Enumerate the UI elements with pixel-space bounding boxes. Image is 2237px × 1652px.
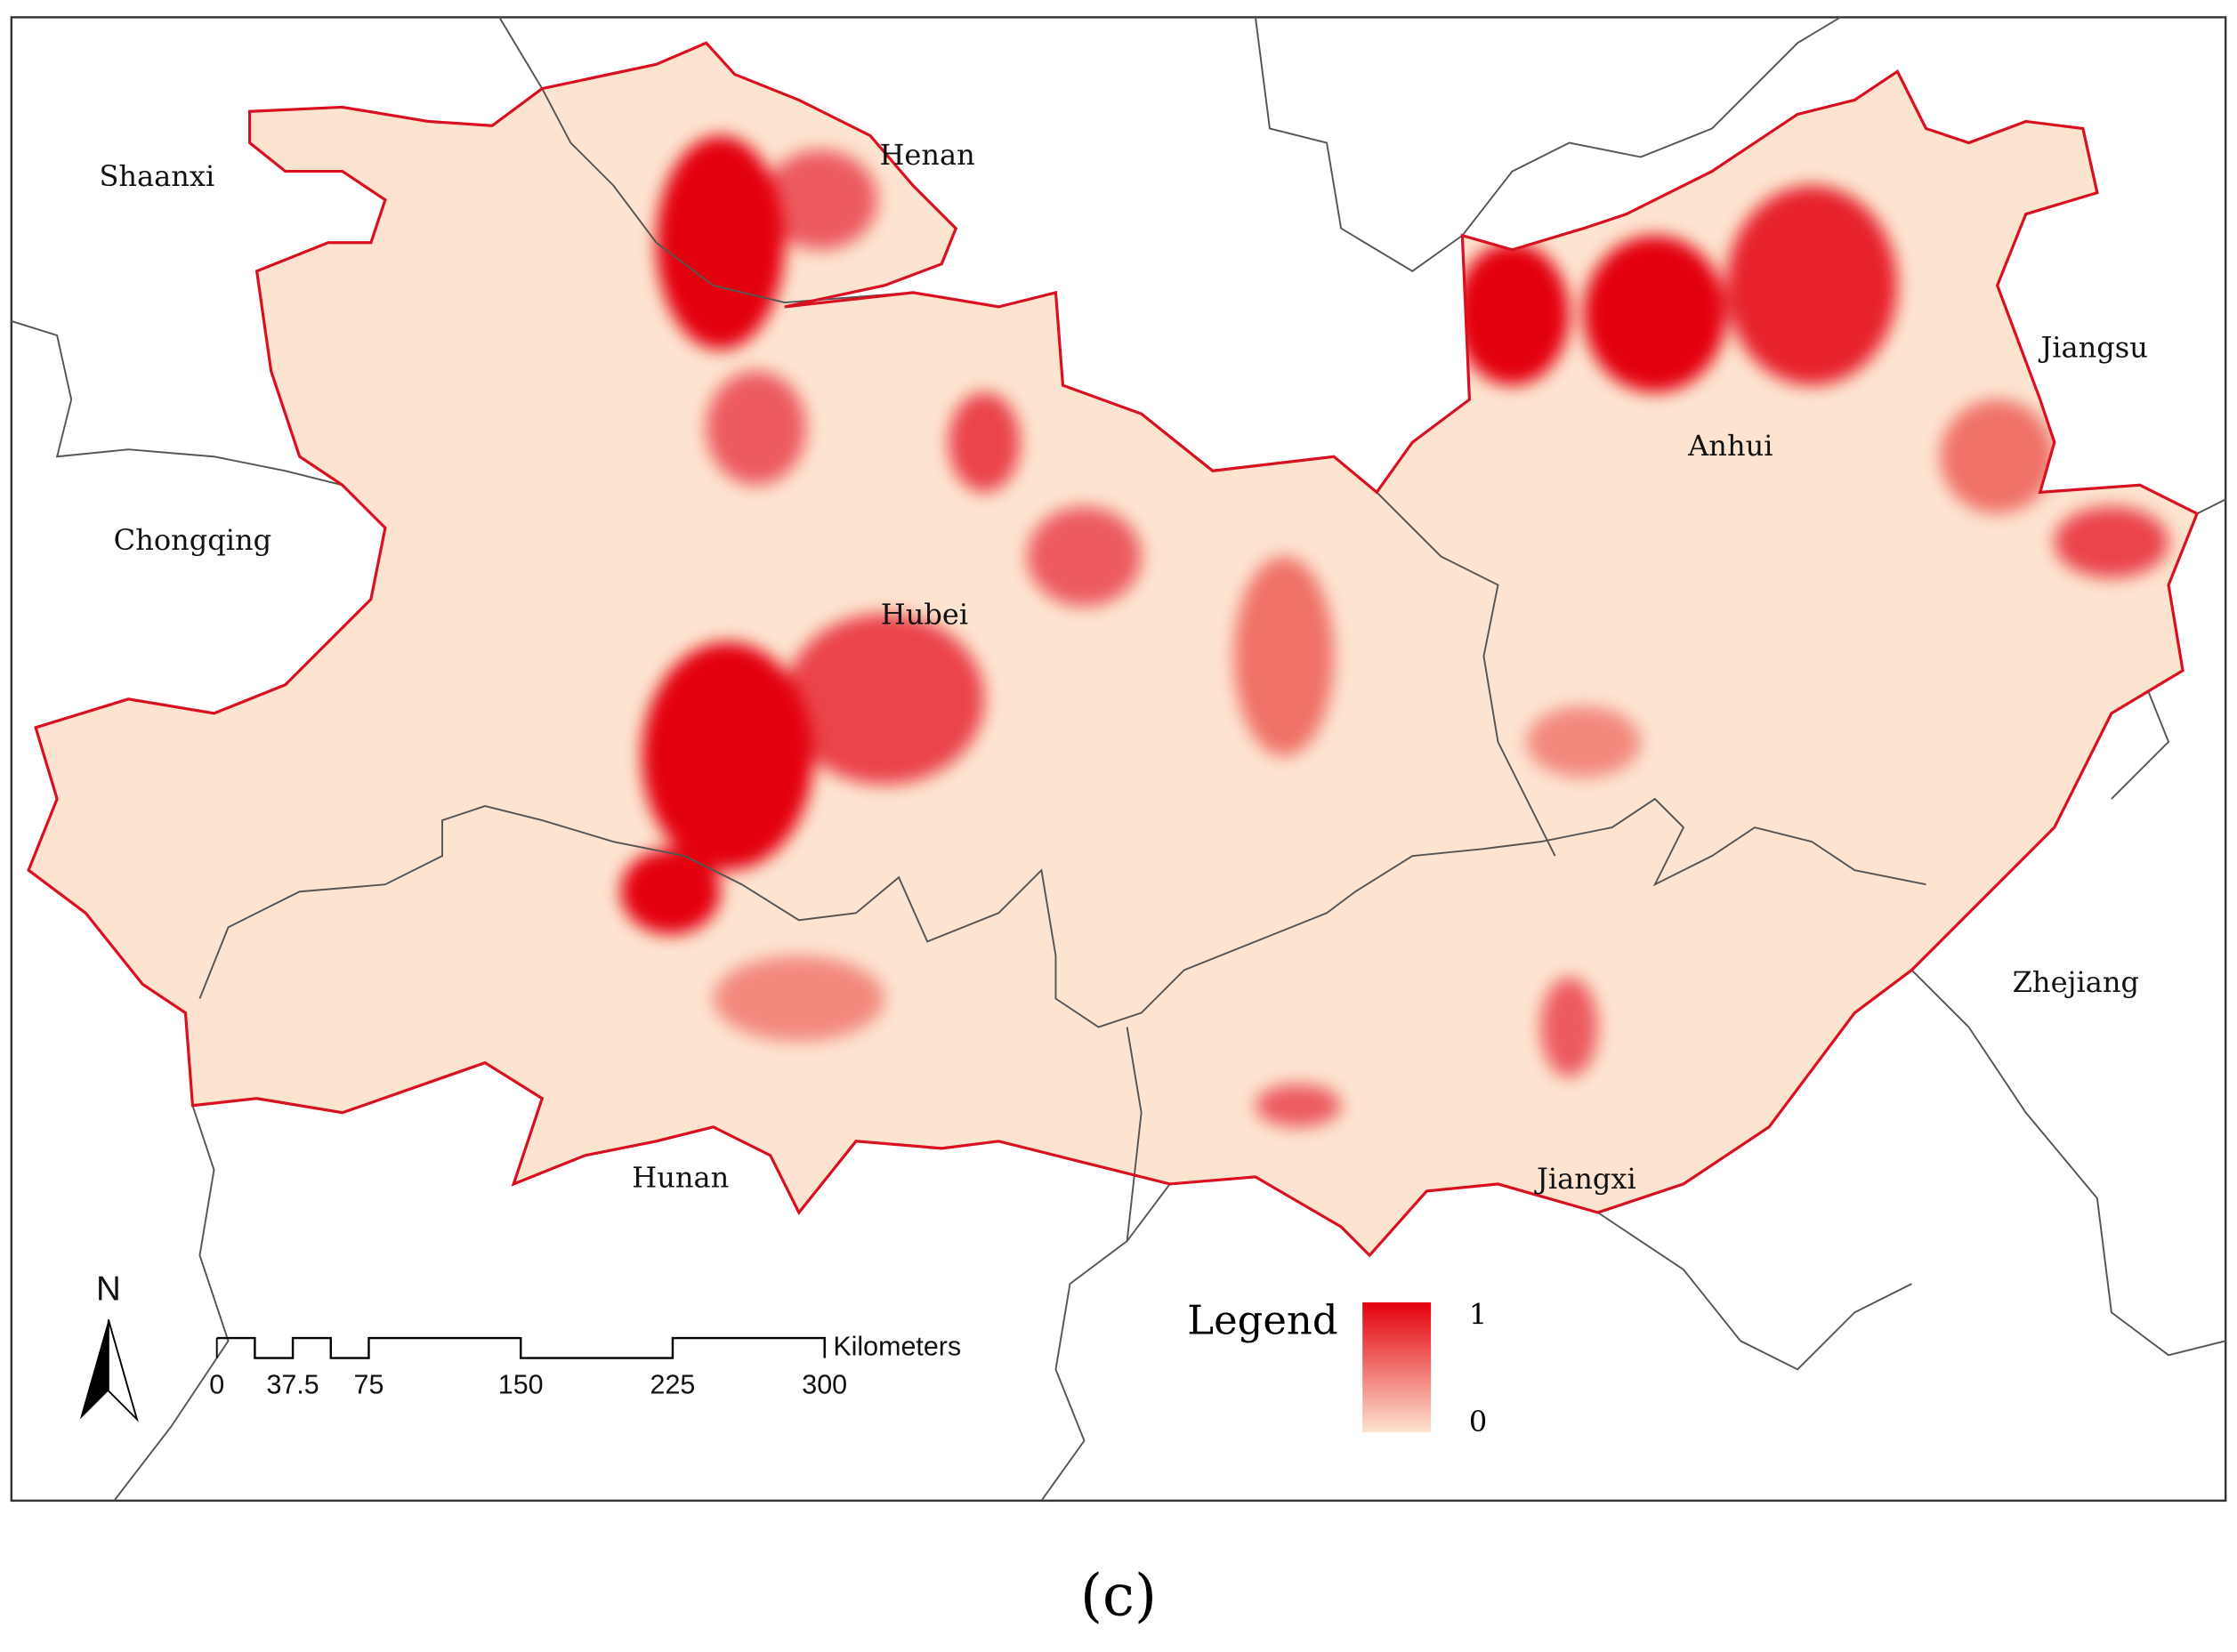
hotspot	[642, 641, 813, 871]
hotspot	[713, 955, 885, 1042]
border	[1254, 16, 1841, 272]
province-label: Jiangsu	[2038, 330, 2147, 364]
hotspot	[1027, 506, 1142, 607]
border	[1376, 491, 1556, 857]
legend-tick-label: 0	[1469, 1405, 1487, 1438]
province-label: Chongqing	[114, 523, 272, 557]
hotspot	[763, 149, 878, 250]
hotspot	[784, 613, 985, 786]
province-label: Hubei	[881, 597, 968, 631]
border	[11, 320, 343, 487]
scale-tick-label: 75	[354, 1370, 384, 1400]
hotspot	[1583, 235, 1727, 393]
province-label: Jiangxi	[1534, 1162, 1636, 1196]
border	[498, 16, 544, 90]
border	[113, 1105, 230, 1502]
scale-unit: Kilometers	[833, 1331, 961, 1361]
hotspot	[706, 371, 806, 486]
legend-ramp	[1362, 1302, 1432, 1432]
hotspot	[2054, 506, 2169, 578]
province-label: Hunan	[632, 1161, 729, 1195]
hotspot	[1726, 185, 1898, 386]
hotspot	[1940, 399, 2055, 514]
province-label: Shaanxi	[99, 159, 214, 193]
hotspot	[1455, 242, 1570, 386]
hotspot	[620, 849, 721, 935]
province-label: Zhejiang	[2013, 965, 2139, 999]
hotspot	[656, 135, 785, 350]
scale-tick-label: 150	[498, 1370, 544, 1400]
border	[541, 88, 914, 304]
legend-tick-label: 1	[1469, 1298, 1487, 1332]
province-label: Anhui	[1687, 429, 1773, 463]
province-label: Henan	[879, 138, 974, 172]
border	[1597, 1212, 1912, 1371]
hotspots	[620, 135, 2169, 1127]
scale-tick-label: 300	[802, 1370, 847, 1400]
scale-tick-label: 37.5	[266, 1370, 319, 1400]
neighbor-borders	[11, 16, 2226, 1502]
scale-tick-label: 0	[209, 1370, 224, 1400]
province-borders	[198, 88, 1926, 1242]
legend-title: Legend	[1187, 1297, 1337, 1344]
scale-bar: 0 37.5 75 150 225 300	[209, 1336, 847, 1400]
border	[198, 797, 1926, 1028]
scale-tick-label: 225	[650, 1370, 696, 1400]
hotspot	[949, 392, 1021, 493]
border	[1126, 1027, 1143, 1242]
hotspot	[1255, 1084, 1342, 1127]
border	[1910, 498, 2226, 1357]
border	[1040, 1183, 1171, 1502]
caption: (c)	[1080, 1563, 1157, 1630]
north-label: N	[96, 1269, 121, 1308]
hotspot	[1233, 556, 1335, 756]
legend-ticks: 10	[1469, 1298, 1487, 1438]
study-area-border	[27, 41, 2200, 1258]
hotspot	[1540, 977, 1598, 1077]
hotspot	[1526, 705, 1641, 778]
north-arrow	[107, 1318, 139, 1422]
